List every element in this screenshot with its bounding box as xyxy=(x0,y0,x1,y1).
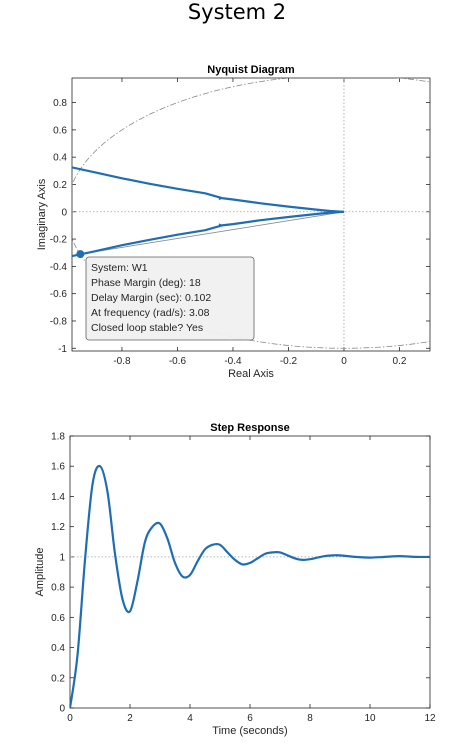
nyquist-xtick-label: -0.6 xyxy=(169,356,187,367)
nyquist-datatip-line: At frequency (rad/s): 3.08 xyxy=(91,307,210,319)
step-ytick-label: 1.4 xyxy=(51,492,65,503)
step-plot: 0 2 4 6 8 10 12 0 0.2 0.4 0.6 0.8 1 1.2 1.4 1.6 1.8 Step … xyxy=(34,422,436,737)
step-axes-box xyxy=(69,435,431,709)
step-ytick-label: 1.8 xyxy=(51,432,65,443)
nyquist-data xyxy=(72,78,430,351)
nyquist-ytick-label: 0.6 xyxy=(53,125,67,136)
step-ylabel: Amplitude xyxy=(34,548,46,597)
nyquist-ytick-label: 0 xyxy=(61,207,67,218)
nyquist-xtick-label: -0.8 xyxy=(113,356,131,367)
nyquist-datatip-box xyxy=(85,256,255,341)
nyquist-margin-line xyxy=(80,211,345,255)
nyquist-title: Nyquist Diagram xyxy=(207,64,295,76)
step-series-line xyxy=(70,464,430,708)
nyquist-datatip-line: Delay Margin (sec): 0.102 xyxy=(91,292,211,304)
step-xtick-label: 0 xyxy=(67,713,73,724)
nyquist-ytick-label: -0.8 xyxy=(50,316,68,327)
step-xtick-label: 10 xyxy=(364,713,376,724)
nyquist-xtick-label: -0.4 xyxy=(224,356,242,367)
step-title: Step Response xyxy=(210,422,289,434)
nyquist-ylabel: Imaginary Axis xyxy=(36,178,48,250)
nyquist-datatip-line: System: W1 xyxy=(91,262,148,274)
step-ytick-label: 0.2 xyxy=(51,673,65,684)
nyquist-ytick-label: -1 xyxy=(58,344,67,355)
nyquist-xtick-label: 0 xyxy=(341,356,347,367)
step-ytick-label: 0.6 xyxy=(51,613,65,624)
nyquist-xtick-label: 0.2 xyxy=(393,356,407,367)
nyquist-direction-arrow xyxy=(218,223,224,228)
step-xtick-label: 12 xyxy=(424,713,436,724)
step-ytick-label: 1 xyxy=(59,552,65,563)
step-xlabel: Time (seconds) xyxy=(212,725,287,737)
nyquist-xlabel: Real Axis xyxy=(228,368,274,380)
nyquist-datatip-line: Phase Margin (deg): 18 xyxy=(91,277,201,289)
step-ytick-label: 0.8 xyxy=(51,583,65,594)
step-xtick-label: 4 xyxy=(187,713,193,724)
nyquist-direction-arrow xyxy=(218,196,224,201)
step-xtick-label: 2 xyxy=(127,713,133,724)
nyquist-ytick-label: 0.8 xyxy=(53,98,67,109)
figure-title: System 2 xyxy=(187,0,287,24)
nyquist-datatip-line: Closed loop stable? Yes xyxy=(91,322,203,334)
step-ytick-label: 0 xyxy=(59,704,65,715)
step-xtick-label: 6 xyxy=(247,713,253,724)
step-ytick-label: 1.6 xyxy=(51,462,65,473)
nyquist-margin-marker xyxy=(76,250,85,259)
step-ytick-label: 0.4 xyxy=(51,643,65,654)
nyquist-ytick-label: 0.2 xyxy=(53,180,67,191)
step-xtick-label: 8 xyxy=(307,713,313,724)
nyquist-ytick-label: -0.6 xyxy=(50,289,68,300)
nyquist-ytick-label: -0.4 xyxy=(50,262,68,273)
nyquist-plot: -0.8 -0.6 -0.4 -0.2 0 0.2 0.8 0.6 0.4 0.2 0 -0.2 -0.… xyxy=(36,64,431,380)
nyquist-ytick-label: 0.4 xyxy=(53,153,67,164)
step-data xyxy=(70,464,430,708)
nyquist-xtick-label: -0.2 xyxy=(280,356,298,367)
nyquist-ytick-label: -0.2 xyxy=(50,235,68,246)
step-ytick-label: 1.2 xyxy=(51,522,65,533)
